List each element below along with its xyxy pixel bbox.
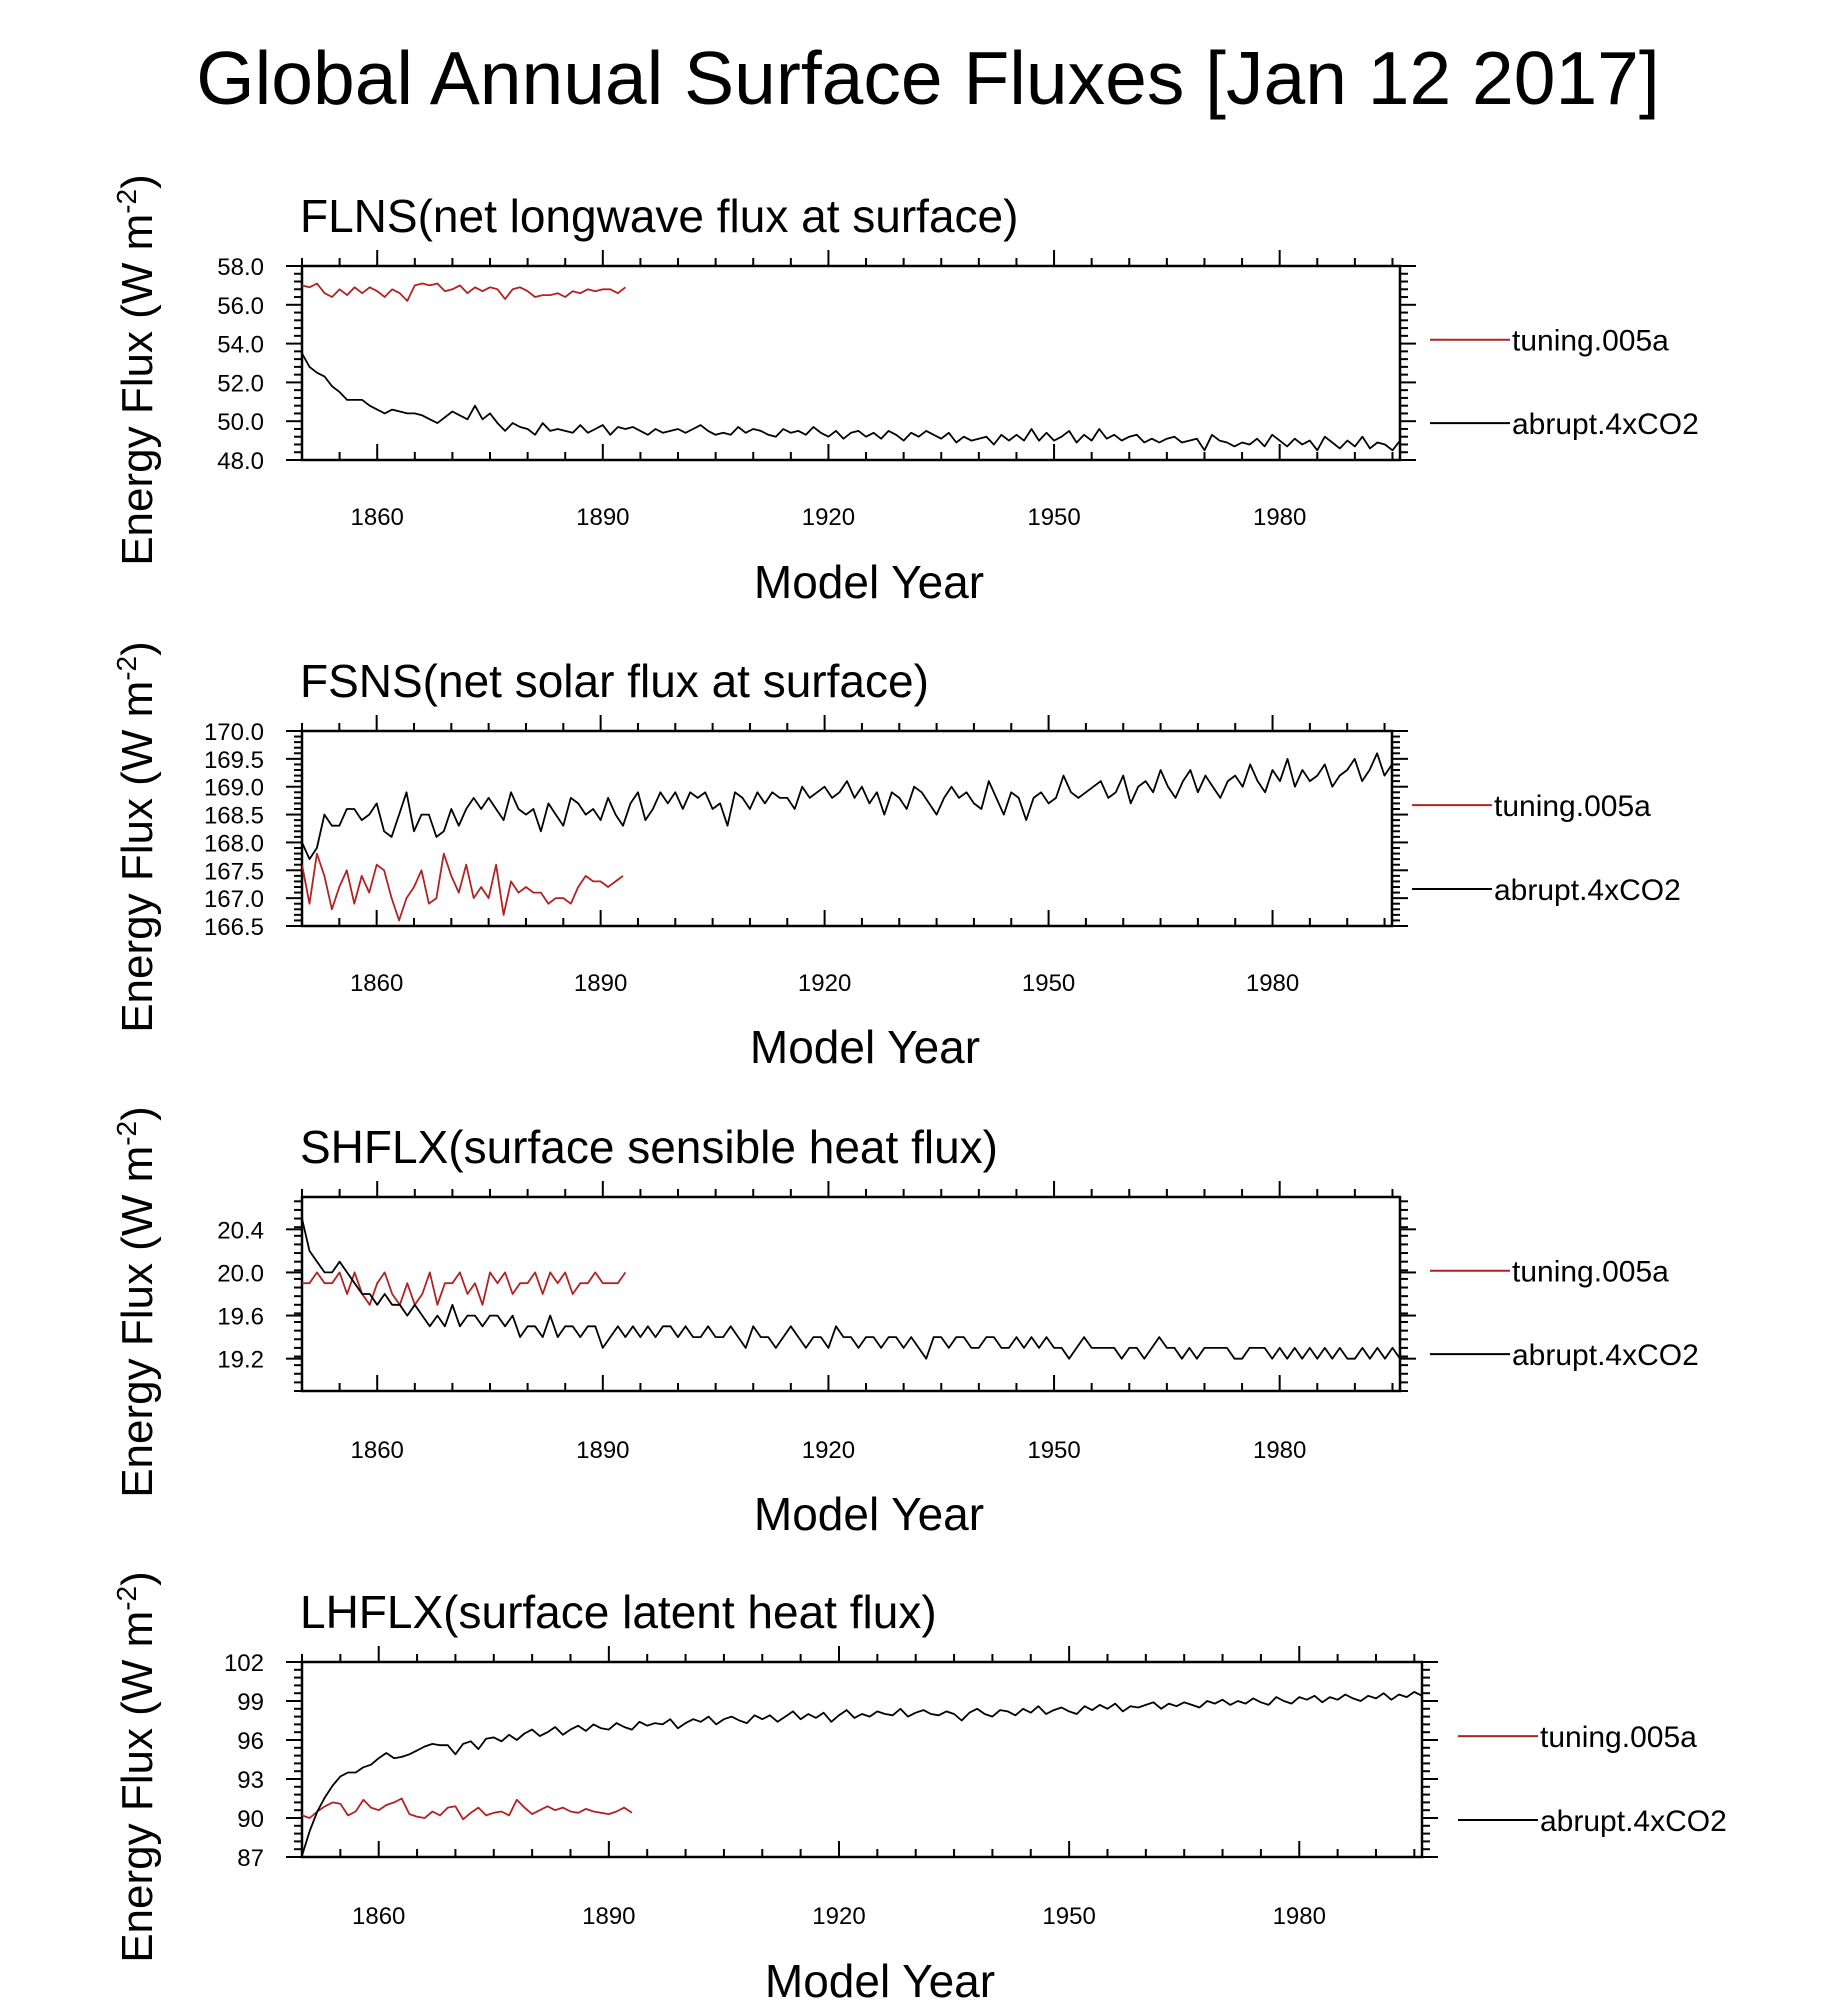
legend-label: abrupt.4xCO2 [1494,874,1681,907]
x-tick-label: 1980 [1246,970,1299,997]
series-line-abrupt-4xco2 [302,352,1400,452]
y-tick-label: 52.0 [217,370,264,397]
y-tick-label: 169.0 [204,775,264,802]
series-line-tuning-005a [302,282,626,302]
y-tick-label: 96 [237,1728,264,1755]
y-tick-label: 167.0 [204,886,264,913]
series-line-tuning-005a [302,1271,627,1306]
legend-label: abrupt.4xCO2 [1512,408,1699,441]
x-tick-label: 1920 [798,970,851,997]
y-tick-label: 99 [237,1689,264,1716]
chart-panel: SHFLX(surface sensible heat flux) Energy … [111,1106,1699,1540]
x-tick-label: 1890 [574,970,627,997]
figure-title: Global Annual Surface Fluxes [Jan 12 201… [196,36,1659,120]
y-axis-label: Energy Flux (W m-2) [111,174,162,566]
x-tick-label: 1950 [1027,504,1080,531]
y-tick-label: 170.0 [204,719,264,746]
y-tick-label: 58.0 [217,254,264,281]
x-tick-label: 1980 [1253,504,1306,531]
y-tick-label: 169.5 [204,747,264,774]
plot-frame [300,264,1402,462]
y-tick-label: 19.2 [217,1347,264,1374]
x-tick-label: 1890 [576,1437,629,1464]
legend-label: abrupt.4xCO2 [1512,1339,1699,1372]
y-tick-label: 167.5 [204,858,264,885]
legend-label: tuning.005a [1540,1721,1697,1754]
series-line-tuning-005a [302,1797,633,1821]
panel-title: LHFLX(surface latent heat flux) [300,1586,937,1638]
y-tick-label: 19.6 [217,1304,264,1331]
x-tick-label: 1860 [350,970,403,997]
y-tick-label: 90 [237,1806,264,1833]
y-tick-label: 93 [237,1767,264,1794]
y-tick-label: 54.0 [217,332,264,359]
panel-title: SHFLX(surface sensible heat flux) [300,1121,998,1173]
x-tick-label: 1920 [802,504,855,531]
x-tick-label: 1890 [576,504,629,531]
x-tick-label: 1950 [1027,1437,1080,1464]
y-tick-label: 20.0 [217,1260,264,1287]
x-tick-label: 1980 [1253,1437,1306,1464]
x-tick-label: 1860 [352,1903,405,1930]
x-tick-label: 1920 [812,1903,865,1930]
chart-panel: FSNS(net solar flux at surface) Energy Fl… [111,641,1681,1073]
y-axis-label: Energy Flux (W m-2) [111,641,162,1033]
panel-title: FLNS(net longwave flux at surface) [300,190,1018,242]
y-axis-label: Energy Flux (W m-2) [111,1106,162,1498]
x-tick-label: 1980 [1273,1903,1326,1930]
plot-frame [300,1195,1402,1393]
y-tick-label: 50.0 [217,409,264,436]
y-tick-label: 56.0 [217,293,264,320]
y-tick-label: 48.0 [217,448,264,475]
legend-label: tuning.005a [1494,790,1651,823]
series-line-abrupt-4xco2 [302,1691,1422,1856]
y-axis-label: Energy Flux (W m-2) [111,1571,162,1963]
x-tick-label: 1860 [351,504,404,531]
x-axis-label: Model Year [754,1488,984,1540]
x-tick-label: 1860 [351,1437,404,1464]
y-tick-label: 20.4 [217,1217,264,1244]
plot-frame [300,1660,1424,1859]
legend-label: tuning.005a [1512,1256,1669,1289]
panel-title: FSNS(net solar flux at surface) [300,655,929,707]
legend-label: tuning.005a [1512,325,1669,358]
y-tick-label: 168.0 [204,830,264,857]
y-tick-label: 102 [224,1650,264,1677]
y-tick-label: 87 [237,1845,264,1872]
series-line-abrupt-4xco2 [302,752,1392,860]
y-tick-label: 166.5 [204,914,264,941]
x-axis-label: Model Year [754,556,984,608]
panels: FLNS(net longwave flux at surface) Energy… [111,174,1727,2000]
chart-panel: FLNS(net longwave flux at surface) Energy… [111,174,1699,608]
plot-frame [300,729,1394,928]
series-line-abrupt-4xco2 [302,1218,1400,1361]
x-tick-label: 1950 [1042,1903,1095,1930]
y-tick-label: 168.5 [204,803,264,830]
chart-panel: LHFLX(surface latent heat flux) Energy Fl… [111,1571,1727,2000]
x-tick-label: 1920 [802,1437,855,1464]
legend-label: abrupt.4xCO2 [1540,1805,1727,1838]
x-tick-label: 1950 [1022,970,1075,997]
x-axis-label: Model Year [765,1955,995,2000]
series-line-tuning-005a [302,852,624,922]
x-axis-label: Model Year [750,1021,980,1073]
x-tick-label: 1890 [582,1903,635,1930]
